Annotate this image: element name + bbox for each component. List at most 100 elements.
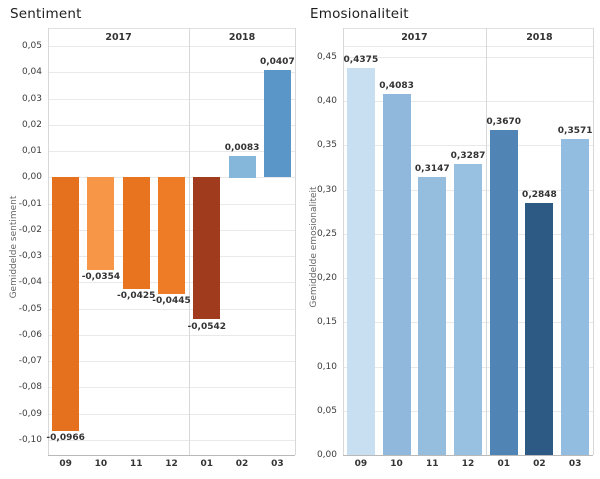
plot-right-border xyxy=(295,28,296,455)
bar[interactable] xyxy=(87,177,114,270)
y-tick-label: -0,05 xyxy=(18,304,42,314)
bar[interactable] xyxy=(561,139,589,455)
x-tick-label: 11 xyxy=(426,459,439,469)
grid-line xyxy=(48,151,295,152)
bar[interactable] xyxy=(454,164,482,455)
plot-top-border xyxy=(48,28,295,29)
year-header: 2018 xyxy=(526,32,553,43)
y-tick-label: 0,30 xyxy=(316,185,337,195)
bar-value-label: -0,0966 xyxy=(46,433,85,443)
x-tick-label: 11 xyxy=(129,459,143,469)
bar[interactable] xyxy=(418,177,446,455)
year-header: 2017 xyxy=(105,32,132,43)
bar-value-label: -0,0354 xyxy=(81,272,121,282)
bar-value-label: 0,4375 xyxy=(343,55,379,65)
x-tick-label: 12 xyxy=(165,459,178,469)
y-tick-label: 0,40 xyxy=(316,96,337,106)
y-tick-label: -0,10 xyxy=(18,435,42,445)
bar[interactable] xyxy=(193,177,220,319)
bar-value-label: 0,3147 xyxy=(414,164,450,174)
y-axis-line xyxy=(48,28,49,455)
x-tick-label: 01 xyxy=(200,459,214,469)
y-tick-label: -0,02 xyxy=(18,225,42,235)
chart-title: Sentiment xyxy=(10,6,82,22)
y-tick-label: 0,45 xyxy=(316,52,337,62)
grid-line xyxy=(48,440,295,441)
y-tick-label: 0,25 xyxy=(316,229,337,239)
bar-value-label: -0,0425 xyxy=(116,291,156,301)
bar-value-label: 0,3287 xyxy=(450,151,486,161)
y-tick-label: 0,10 xyxy=(316,362,337,372)
bar-value-label: 0,3571 xyxy=(557,126,593,136)
bar[interactable] xyxy=(525,203,553,455)
grid-line xyxy=(48,72,295,73)
y-tick-label: 0,35 xyxy=(316,140,337,150)
y-tick-label: 0,01 xyxy=(21,146,42,156)
y-tick-label: 0,00 xyxy=(21,172,42,182)
y-tick-label: 0,05 xyxy=(21,41,42,51)
bar-value-label: 0,0407 xyxy=(259,57,295,67)
y-tick-label: 0,15 xyxy=(316,317,337,327)
y-tick-label: -0,06 xyxy=(18,330,42,340)
year-header: 2017 xyxy=(401,32,428,43)
x-tick-label: 02 xyxy=(235,459,249,469)
grid-line xyxy=(48,125,295,126)
year-header: 2018 xyxy=(228,32,256,43)
grid-line xyxy=(343,57,593,58)
bar-value-label: 0,0083 xyxy=(224,143,260,153)
x-axis-line xyxy=(343,455,593,456)
bar[interactable] xyxy=(264,70,291,177)
y-tick-label: 0,02 xyxy=(21,120,42,130)
grid-line xyxy=(343,101,593,102)
bar[interactable] xyxy=(158,177,185,294)
x-axis-line xyxy=(48,455,295,456)
x-tick-label: 02 xyxy=(533,459,546,469)
grid-line xyxy=(48,99,295,100)
group-separator xyxy=(486,28,487,455)
x-tick-label: 03 xyxy=(271,459,284,469)
bar[interactable] xyxy=(52,177,79,431)
emosionaliteit-chart: Emosionaliteit Gemiddelde emosionaliteit… xyxy=(300,0,600,479)
plot-top-border xyxy=(343,28,593,29)
bar[interactable] xyxy=(383,94,411,455)
y-tick-label: -0,09 xyxy=(18,409,42,419)
header-separator xyxy=(343,46,593,47)
bar-value-label: -0,0542 xyxy=(187,322,227,332)
grid-line xyxy=(48,387,295,388)
x-tick-label: 09 xyxy=(354,459,368,469)
y-tick-label: -0,04 xyxy=(18,277,42,287)
bar[interactable] xyxy=(229,156,256,178)
y-tick-label: 0,00 xyxy=(316,450,337,460)
grid-line xyxy=(48,335,295,336)
group-separator xyxy=(189,28,190,455)
plot-right-border xyxy=(593,28,594,455)
grid-line xyxy=(48,361,295,362)
plot-area: 0,45 0,40 0,35 0,30 0,25 0,20 0,15 0,10 0,05 0,00… xyxy=(300,0,600,479)
bar-value-label: -0,0445 xyxy=(152,296,191,306)
x-tick-label: 01 xyxy=(497,459,510,469)
bar[interactable] xyxy=(347,68,375,455)
y-tick-label: 0,20 xyxy=(316,273,337,283)
grid-line xyxy=(48,414,295,415)
y-tick-label: -0,08 xyxy=(18,382,42,392)
bar[interactable] xyxy=(123,177,150,289)
y-tick-label: 0,05 xyxy=(316,406,337,416)
y-axis-line xyxy=(343,28,344,455)
x-tick-label: 03 xyxy=(568,459,582,469)
sentiment-chart: Sentiment Gemiddelde sentiment 0,05 0,04 0… xyxy=(9,6,296,469)
y-tick-label: 0,03 xyxy=(21,94,42,104)
y-tick-label: -0,01 xyxy=(18,199,42,209)
x-tick-label: 10 xyxy=(390,459,403,469)
x-tick-label: 12 xyxy=(461,459,475,469)
bar-value-label: 0,3670 xyxy=(486,117,522,127)
bar-value-label: 0,2848 xyxy=(522,190,557,200)
x-tick-label: 09 xyxy=(59,459,72,469)
bar-value-label: 0,4083 xyxy=(379,81,414,91)
x-tick-label: 10 xyxy=(94,459,108,469)
grid-line xyxy=(343,145,593,146)
plot-area: 0,05 0,04 0,03 0,02 0,01 0,00 -0,01 -0,02 -0,03 -… xyxy=(18,28,296,469)
bar[interactable] xyxy=(490,130,518,455)
y-tick-label: 0,04 xyxy=(21,67,42,77)
y-tick-label: -0,07 xyxy=(18,356,42,366)
